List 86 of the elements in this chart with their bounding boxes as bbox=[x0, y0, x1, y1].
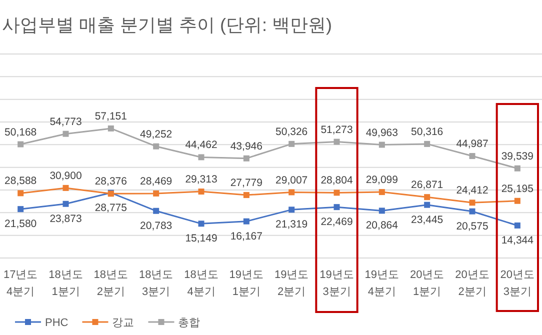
data-label: 15,149 bbox=[185, 232, 218, 245]
point bbox=[288, 140, 295, 147]
data-label: 50,326 bbox=[276, 126, 308, 138]
point bbox=[424, 202, 430, 208]
point bbox=[18, 190, 24, 196]
chart-title: 사업부별 매출 분기별 추이 (단위: 백만원) bbox=[2, 15, 332, 35]
data-label: 50,168 bbox=[4, 126, 37, 138]
data-label: 21,580 bbox=[4, 218, 37, 230]
data-label: 44,462 bbox=[185, 139, 218, 152]
x-tick-label: 19년도 2분기 bbox=[274, 269, 309, 298]
point bbox=[514, 165, 520, 172]
x-tick-label: 19년도 3분기 bbox=[320, 269, 354, 298]
data-label: 27,779 bbox=[230, 177, 263, 190]
x-tick-label: 18년도 2분기 bbox=[94, 269, 128, 298]
point bbox=[62, 184, 69, 191]
point bbox=[18, 206, 24, 212]
point bbox=[469, 208, 476, 214]
point bbox=[18, 141, 24, 148]
point bbox=[62, 130, 69, 137]
data-label: 23,445 bbox=[411, 214, 444, 226]
data-label: 29,007 bbox=[276, 174, 308, 186]
legend-label: 총합 bbox=[178, 317, 200, 329]
data-label: 25,195 bbox=[501, 182, 534, 195]
point bbox=[243, 218, 250, 224]
point bbox=[334, 190, 340, 196]
x-tick-label: 20년도 3분기 bbox=[500, 269, 535, 298]
point bbox=[288, 189, 295, 196]
point bbox=[243, 192, 250, 198]
point bbox=[378, 208, 385, 214]
data-label: 44,987 bbox=[456, 138, 488, 150]
data-label: 29,313 bbox=[185, 174, 218, 186]
data-label: 28,804 bbox=[320, 174, 353, 187]
point bbox=[243, 155, 250, 162]
point bbox=[198, 220, 204, 227]
data-label: 28,775 bbox=[94, 202, 128, 214]
data-label: 39,539 bbox=[501, 150, 534, 162]
data-label: 28,376 bbox=[94, 176, 128, 188]
x-tick-label: 18년도 3분기 bbox=[138, 269, 174, 298]
data-label: 20,783 bbox=[140, 220, 172, 232]
point bbox=[153, 190, 160, 196]
data-label: 21,319 bbox=[276, 218, 308, 231]
point bbox=[424, 194, 430, 200]
point bbox=[514, 198, 520, 204]
data-label: 50,316 bbox=[411, 126, 444, 138]
data-label: 26,871 bbox=[411, 179, 444, 192]
data-label: 16,167 bbox=[230, 230, 263, 242]
data-label: 14,344 bbox=[501, 234, 534, 246]
data-label: 28,588 bbox=[4, 175, 37, 188]
data-label: 57,151 bbox=[94, 110, 128, 122]
point bbox=[153, 208, 160, 214]
point bbox=[198, 154, 204, 160]
data-label: 54,773 bbox=[50, 116, 82, 128]
point bbox=[288, 206, 295, 213]
point bbox=[469, 153, 476, 160]
data-label: 20,575 bbox=[456, 220, 488, 232]
data-label: 22,469 bbox=[320, 216, 353, 228]
legend-label: PHC bbox=[45, 317, 68, 329]
data-label: 20,864 bbox=[366, 220, 398, 232]
point bbox=[334, 204, 340, 210]
x-tick-label: 19년도 1분기 bbox=[229, 269, 264, 298]
data-label: 43,946 bbox=[230, 140, 263, 152]
x-tick-label: 18년도 4분기 bbox=[184, 269, 218, 298]
point bbox=[108, 125, 114, 132]
point bbox=[378, 142, 385, 148]
x-tick-label: 19년도 4분기 bbox=[364, 269, 400, 298]
x-tick-label: 20년도 1분기 bbox=[410, 269, 444, 298]
data-label: 30,900 bbox=[50, 170, 82, 182]
point bbox=[153, 143, 160, 150]
data-label: 24,412 bbox=[456, 184, 488, 197]
point bbox=[469, 200, 476, 206]
point bbox=[198, 188, 204, 195]
x-tick-label: 17년도 4분기 bbox=[3, 269, 38, 298]
data-label: 29,099 bbox=[366, 174, 398, 186]
point bbox=[378, 189, 385, 196]
data-label: 49,252 bbox=[140, 128, 172, 140]
point bbox=[514, 222, 520, 228]
data-label: 23,873 bbox=[50, 212, 82, 225]
x-tick-label: 18년도 1분기 bbox=[48, 269, 83, 298]
point bbox=[62, 200, 69, 207]
data-label: 49,963 bbox=[366, 126, 398, 139]
x-tick-label: 20년도 2분기 bbox=[455, 269, 490, 298]
data-label: 51,273 bbox=[320, 124, 353, 136]
legend-label: 강교 bbox=[112, 317, 134, 329]
point bbox=[334, 138, 340, 145]
data-label: 28,469 bbox=[140, 175, 172, 188]
point bbox=[424, 140, 430, 147]
